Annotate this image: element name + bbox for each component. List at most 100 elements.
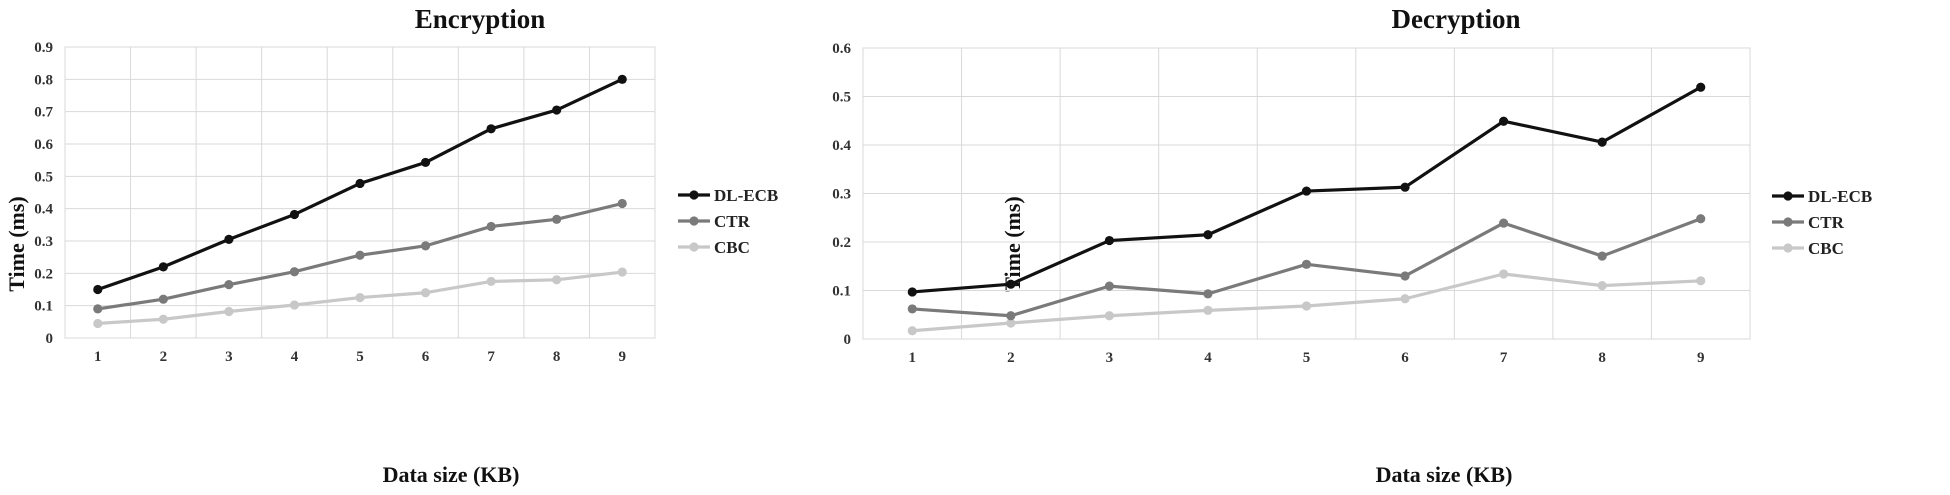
y-axis-label: Time (ms) [4, 196, 29, 292]
y-tick-label: 0.7 [34, 105, 53, 121]
y-tick-label: 0.8 [34, 72, 53, 88]
legend-item-ctr: CTR [678, 212, 751, 231]
data-point-cbc [1104, 311, 1114, 321]
data-point-ctr [289, 267, 300, 277]
y-tick-label: 0 [844, 332, 852, 348]
data-point-cbc [1006, 318, 1016, 328]
data-point-dl-ecb [1104, 235, 1114, 246]
y-tick-label: 0.5 [832, 90, 851, 106]
data-point-cbc [289, 300, 300, 310]
data-point-dl-ecb [158, 262, 168, 272]
x-tick-label: 9 [618, 349, 626, 365]
y-tick-label: 0.4 [34, 202, 53, 218]
y-tick-label: 0.1 [832, 284, 851, 300]
y-tick-label: 0.2 [34, 266, 53, 282]
y-tick-label: 0.3 [34, 234, 53, 250]
legend-marker [1783, 243, 1793, 253]
y-tick-label: 0.4 [832, 138, 851, 154]
x-tick-label: 8 [553, 349, 561, 365]
x-tick-label: 7 [1500, 350, 1508, 366]
encryption-chart: Encryption Data size (KB) Time (ms) 0 0.1… [4, 4, 778, 487]
y-tick-label: 0.6 [34, 137, 53, 153]
data-point-dl-ecb [617, 74, 627, 84]
data-point-cbc [1400, 294, 1410, 304]
data-point-cbc [158, 314, 168, 324]
legend-item-dl-ecb: DL-ECB [1772, 187, 1872, 206]
data-point-dl-ecb [1301, 186, 1312, 196]
data-point-ctr [907, 304, 917, 314]
legend: DL-ECB CTR CBC [1772, 187, 1872, 258]
data-point-cbc [420, 288, 431, 298]
legend-marker [1783, 191, 1793, 201]
data-point-ctr [93, 304, 103, 314]
legend-marker [1783, 217, 1793, 227]
data-point-dl-ecb [1696, 82, 1706, 92]
legend-label: CTR [1808, 213, 1845, 232]
x-tick-labels: 1 2 3 4 5 6 7 8 9 [909, 350, 1705, 366]
data-point-ctr [1203, 289, 1213, 299]
data-point-ctr [224, 280, 234, 290]
legend: DL-ECB CTR CBC [678, 186, 778, 257]
x-tick-label: 6 [422, 349, 430, 365]
legend-marker [689, 190, 699, 200]
series-lines [907, 82, 1706, 336]
x-tick-label: 4 [291, 349, 299, 365]
x-tick-label: 2 [160, 349, 168, 365]
data-point-dl-ecb [420, 157, 431, 168]
x-tick-label: 5 [1303, 350, 1311, 366]
data-point-dl-ecb [1006, 279, 1016, 289]
x-tick-labels: 1 2 3 4 5 6 7 8 9 [94, 349, 626, 365]
data-point-cbc [907, 326, 917, 336]
x-tick-label: 3 [1106, 350, 1114, 366]
data-point-cbc [93, 318, 103, 329]
x-tick-label: 3 [225, 349, 233, 365]
data-point-ctr [1597, 251, 1607, 261]
y-tick-label: 0.3 [832, 187, 851, 203]
data-point-cbc [1696, 276, 1706, 286]
data-point-dl-ecb [93, 284, 103, 295]
x-tick-label: 8 [1598, 350, 1606, 366]
data-point-ctr [1696, 214, 1706, 224]
x-axis-label: Data size (KB) [383, 462, 520, 487]
y-tick-label: 0.2 [832, 235, 851, 251]
x-tick-label: 4 [1204, 350, 1212, 366]
y-tick-labels: 0 0.1 0.2 0.3 0.4 0.5 0.6 0.7 0.8 0.9 [34, 40, 53, 347]
data-point-cbc [617, 267, 627, 277]
x-tick-label: 7 [487, 349, 495, 365]
data-point-dl-ecb [552, 105, 562, 115]
legend-label: DL-ECB [714, 186, 778, 205]
data-point-cbc [552, 275, 562, 285]
y-tick-label: 0 [46, 331, 54, 347]
legend-label: CTR [714, 212, 751, 231]
data-point-ctr [1301, 259, 1312, 269]
data-point-ctr [1400, 271, 1410, 281]
data-point-dl-ecb [1203, 230, 1213, 240]
y-tick-label: 0.1 [34, 299, 53, 315]
data-point-ctr [486, 221, 496, 232]
x-tick-label: 1 [909, 350, 917, 366]
data-point-dl-ecb [224, 234, 234, 244]
chart-title: Decryption [1392, 4, 1521, 34]
x-tick-label: 1 [94, 349, 102, 365]
data-point-dl-ecb [355, 178, 365, 189]
data-point-ctr [420, 241, 431, 251]
chart-title: Encryption [415, 4, 546, 34]
legend-item-cbc: CBC [1772, 239, 1844, 258]
data-point-dl-ecb [486, 124, 496, 134]
legend-item-cbc: CBC [678, 238, 750, 257]
data-point-cbc [1203, 305, 1213, 315]
data-point-dl-ecb [289, 209, 300, 220]
legend-label: CBC [714, 238, 750, 257]
data-point-dl-ecb [1400, 182, 1410, 192]
x-tick-label: 9 [1697, 350, 1705, 366]
data-point-ctr [617, 198, 627, 209]
data-point-ctr [1499, 218, 1509, 228]
grid [64, 46, 656, 339]
data-point-ctr [355, 250, 365, 260]
decryption-chart: Decryption Data size (KB) Time (ms) 0 0.1… [832, 4, 1872, 487]
data-point-ctr [158, 294, 168, 304]
data-point-ctr [552, 214, 562, 224]
y-tick-labels: 0 0.1 0.2 0.3 0.4 0.5 0.6 [832, 41, 851, 348]
x-axis-label: Data size (KB) [1376, 462, 1513, 487]
legend-label: CBC [1808, 239, 1844, 258]
